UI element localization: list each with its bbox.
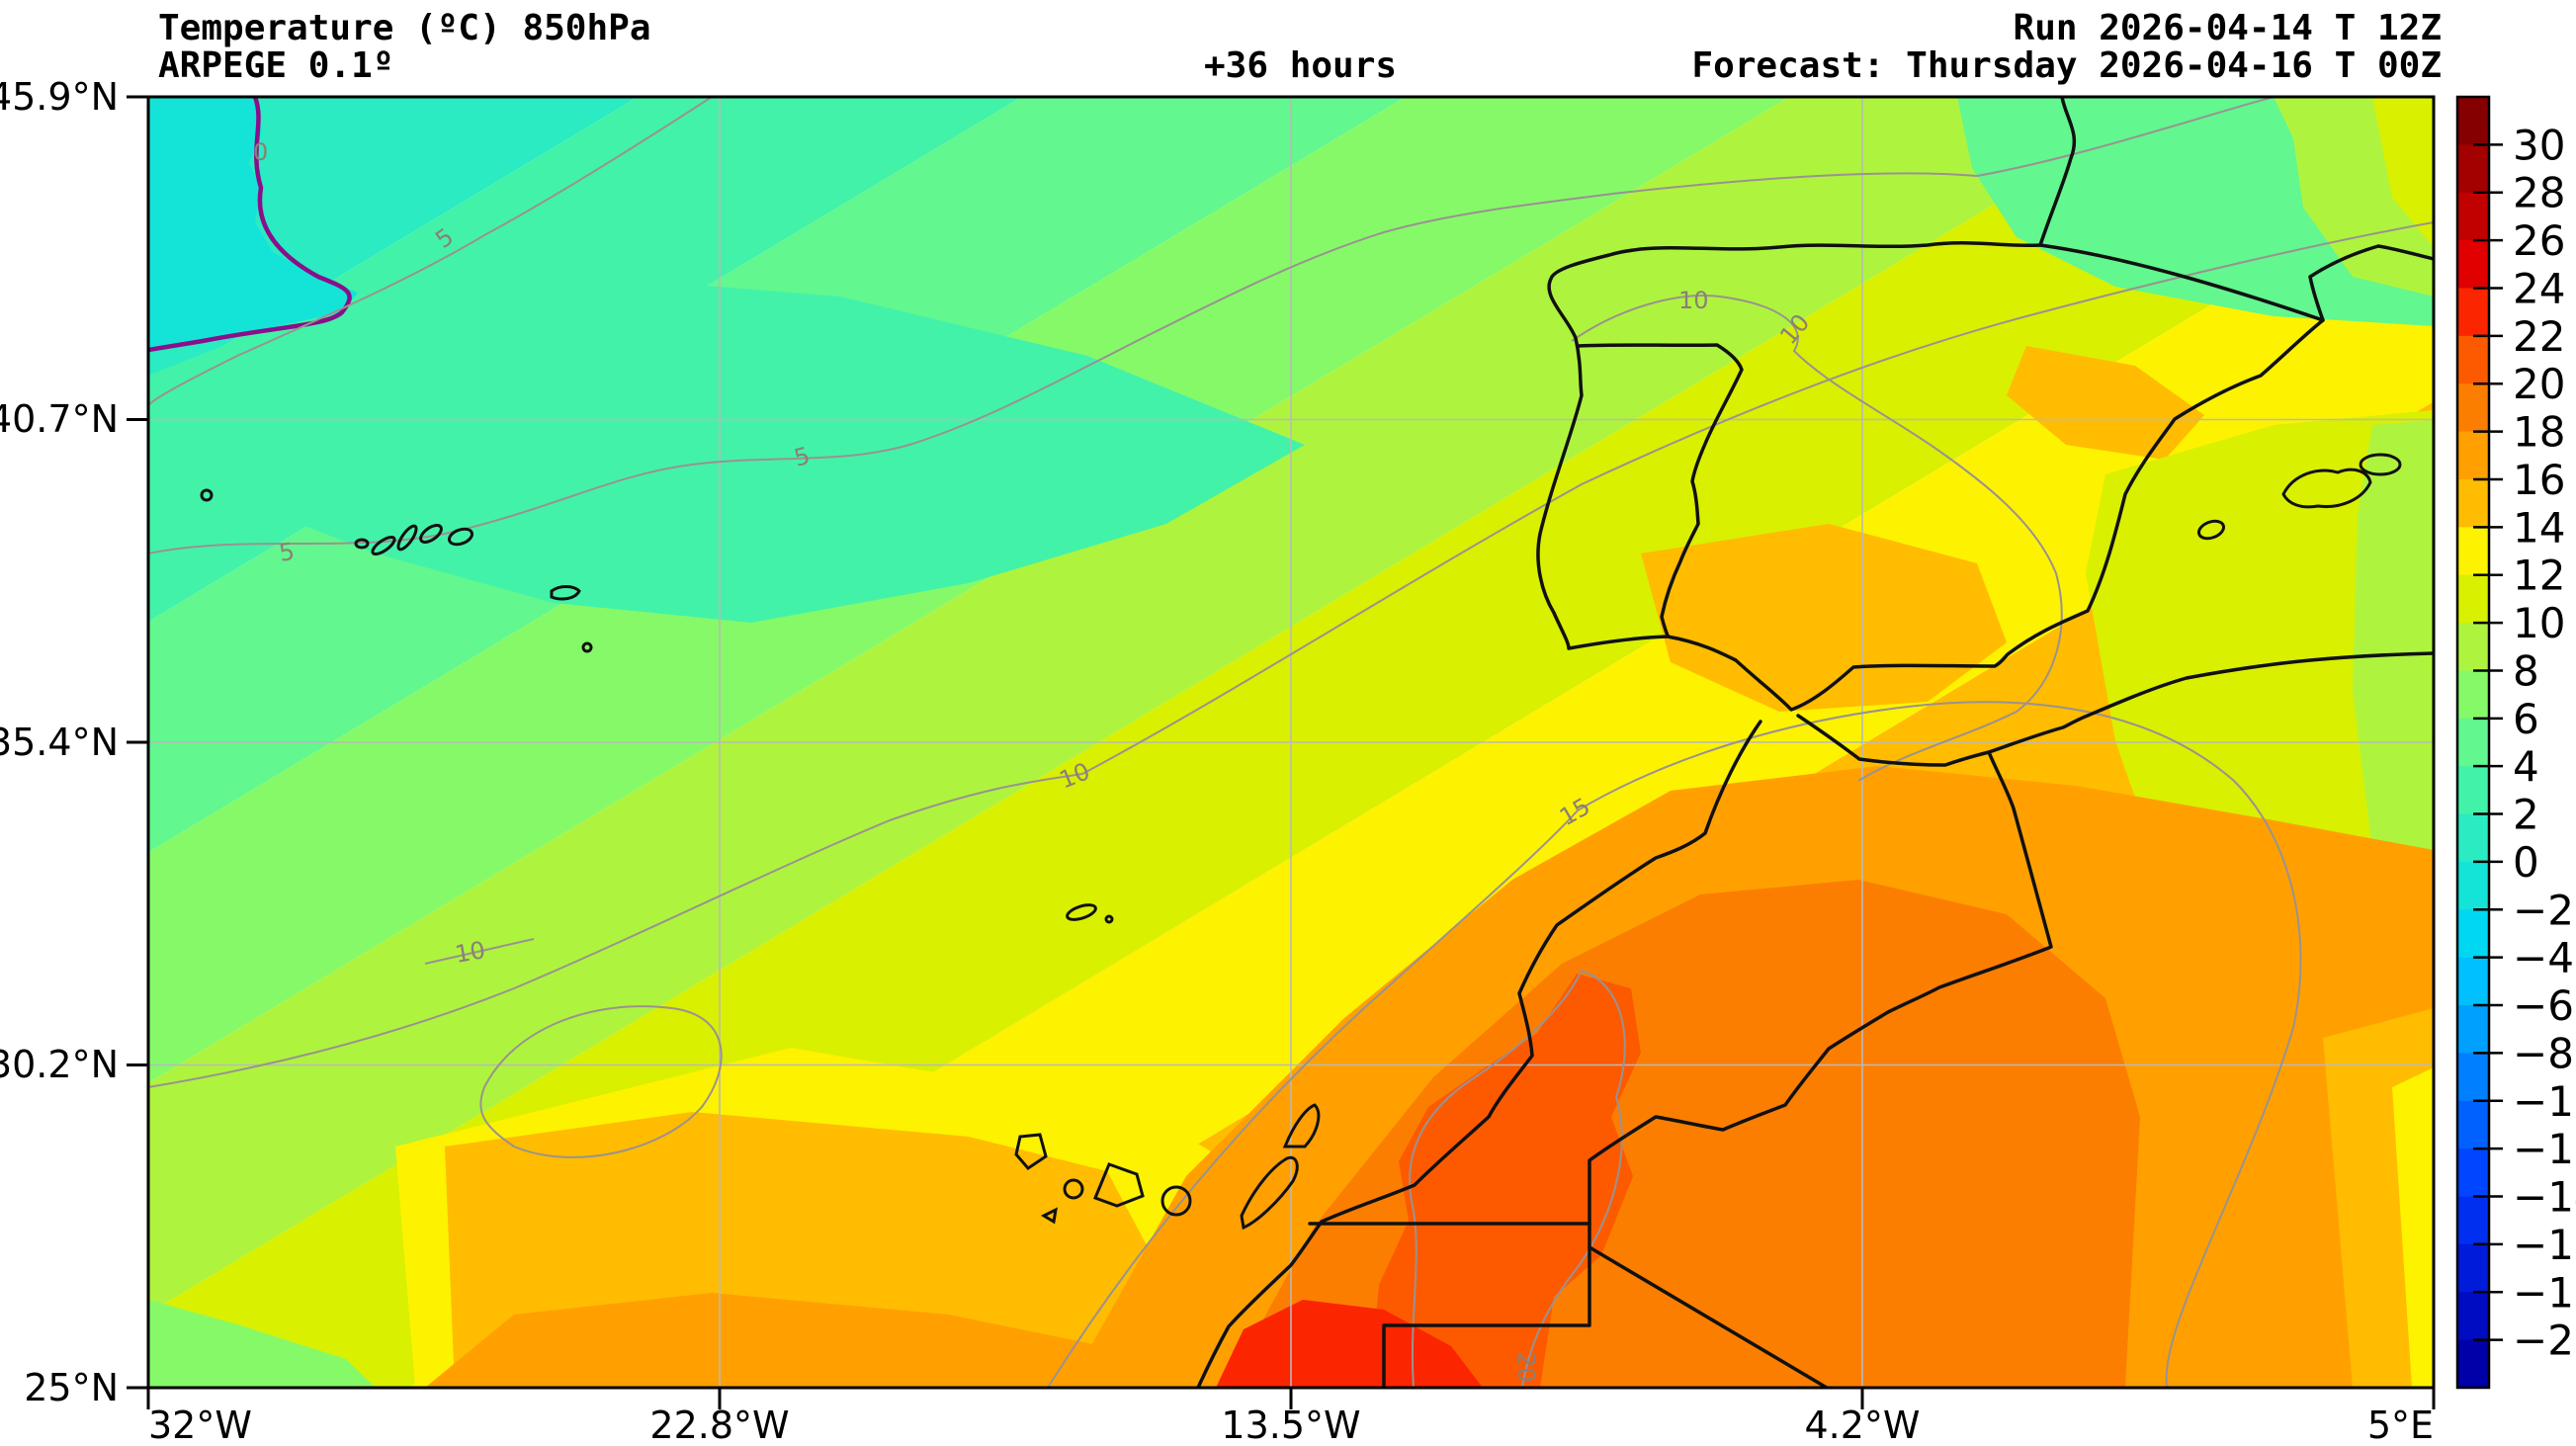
colorbar-segment <box>2457 383 2489 433</box>
colorbar-tick-label: 28 <box>2513 169 2565 217</box>
colorbar-segment <box>2457 1148 2489 1198</box>
zero-degree-contour <box>148 97 352 353</box>
x-tick-label: 4.2°W <box>1804 1403 1920 1446</box>
svg-text:5: 5 <box>277 538 297 567</box>
field-patches <box>148 97 2434 1388</box>
coastlines-borders <box>1196 97 2434 1388</box>
colorbar-tick-label: 14 <box>2513 503 2565 552</box>
svg-text:5: 5 <box>791 442 813 472</box>
colorbar-tick-label: −14 <box>2513 1173 2576 1222</box>
colorbar-segment <box>2457 718 2489 767</box>
x-tick-label: 22.8°W <box>649 1403 789 1446</box>
colorbar-tick-label: −4 <box>2513 934 2574 982</box>
y-tick-label: 45.9°N <box>0 75 119 119</box>
islands <box>200 453 2402 1231</box>
x-tick-label: 13.5°W <box>1221 1403 1360 1446</box>
y-tick-label: 40.7°N <box>0 397 119 441</box>
colorbar-tick-label: 24 <box>2513 264 2565 312</box>
colorbar-frame <box>2455 95 2491 1390</box>
colorbar-tick-label: −18 <box>2513 1268 2576 1317</box>
colorbar-segment <box>2457 335 2489 384</box>
colorbar-segment <box>2457 957 2489 1006</box>
colorbar-segment <box>2457 144 2489 194</box>
y-tick-label: 30.2°N <box>0 1043 119 1086</box>
colorbar-tick-label: −2 <box>2513 886 2574 934</box>
colorbar-segment <box>2457 623 2489 672</box>
colorbar-tick-label: 8 <box>2513 646 2539 695</box>
colorbar-tick-label: 20 <box>2513 360 2565 408</box>
y-tick-label: 35.4°N <box>0 721 119 764</box>
colorbar-segment <box>2457 1100 2489 1149</box>
colorbar-tick-label: 6 <box>2513 695 2539 743</box>
colorbar-tick-label: 30 <box>2513 121 2565 169</box>
colorbar-tick-label: 0 <box>2513 838 2539 887</box>
colorbar-tick-label: 16 <box>2513 456 2565 504</box>
colorbar-segment <box>2457 431 2489 480</box>
colorbar-segment <box>2457 861 2489 910</box>
colorbar-tick-label: 12 <box>2513 552 2565 600</box>
colorbar-segment <box>2457 1292 2489 1341</box>
y-tick-label: 25°N <box>24 1366 119 1409</box>
y-axis-labels: 45.9°N 40.7°N 35.4°N 30.2°N 25°N <box>0 75 119 1409</box>
colorbar-tick-label: −12 <box>2513 1125 2576 1173</box>
model-label: ARPEGE 0.1º <box>158 45 394 86</box>
colorbar-segment <box>2457 192 2489 241</box>
colorbar-segment <box>2457 288 2489 337</box>
colorbar-segment <box>2457 909 2489 959</box>
forecast-label: Forecast: Thursday 2026-04-16 T 00Z <box>1691 45 2442 86</box>
graticule-grid <box>148 97 2434 1388</box>
colorbar-tick-label: 2 <box>2513 791 2539 839</box>
colorbar-segment <box>2457 1339 2489 1389</box>
colorbar-tick-label: 26 <box>2513 216 2565 265</box>
colorbar-segment <box>2457 1005 2489 1055</box>
colorbar-segment <box>2457 1243 2489 1293</box>
colorbar: 302826242220181614121086420−2−4−6−8−10−1… <box>2457 97 2576 1389</box>
colorbar-tick-label: −20 <box>2513 1317 2576 1365</box>
colorbar-segment <box>2457 478 2489 528</box>
lead-time-label: +36 hours <box>1204 45 1398 86</box>
colorbar-tick-label: 22 <box>2513 312 2565 361</box>
colorbar-tick-label: 18 <box>2513 408 2565 457</box>
run-label: Run 2026-04-14 T 12Z <box>2013 8 2442 48</box>
x-tick-label: 32°W <box>148 1403 252 1446</box>
colorbar-segment <box>2457 1053 2489 1102</box>
colorbar-segment <box>2457 1196 2489 1245</box>
colorbar-segment <box>2457 766 2489 815</box>
colorbar-segment <box>2457 670 2489 720</box>
colorbar-segment <box>2457 527 2489 576</box>
colorbar-tick-label: −6 <box>2513 981 2574 1030</box>
colorbar-segment <box>2457 574 2489 624</box>
colorbar-segment <box>2457 97 2489 145</box>
colorbar-tick-label: −16 <box>2513 1221 2576 1269</box>
colorbar-tick-label: −10 <box>2513 1077 2576 1126</box>
svg-text:0: 0 <box>253 138 268 166</box>
colorbar-segment <box>2457 813 2489 863</box>
svg-text:20: 20 <box>1512 1352 1540 1383</box>
svg-text:10: 10 <box>1678 287 1709 314</box>
svg-text:10: 10 <box>453 936 487 969</box>
x-tick-label: 5°E <box>2367 1403 2434 1446</box>
isotherm-contours <box>148 97 2434 1388</box>
colorbar-tick-label: 10 <box>2513 599 2565 647</box>
colorbar-tick-label: 4 <box>2513 742 2539 791</box>
colorbar-tick-label: −8 <box>2513 1029 2574 1077</box>
x-axis-labels: 32°W 22.8°W 13.5°W 4.2°W 5°E <box>148 1403 2434 1446</box>
colorbar-segment <box>2457 240 2489 290</box>
page-title: Temperature (ºC) 850hPa <box>158 8 651 48</box>
cold-pocket <box>148 97 358 350</box>
axis-ticks <box>127 95 2436 1409</box>
